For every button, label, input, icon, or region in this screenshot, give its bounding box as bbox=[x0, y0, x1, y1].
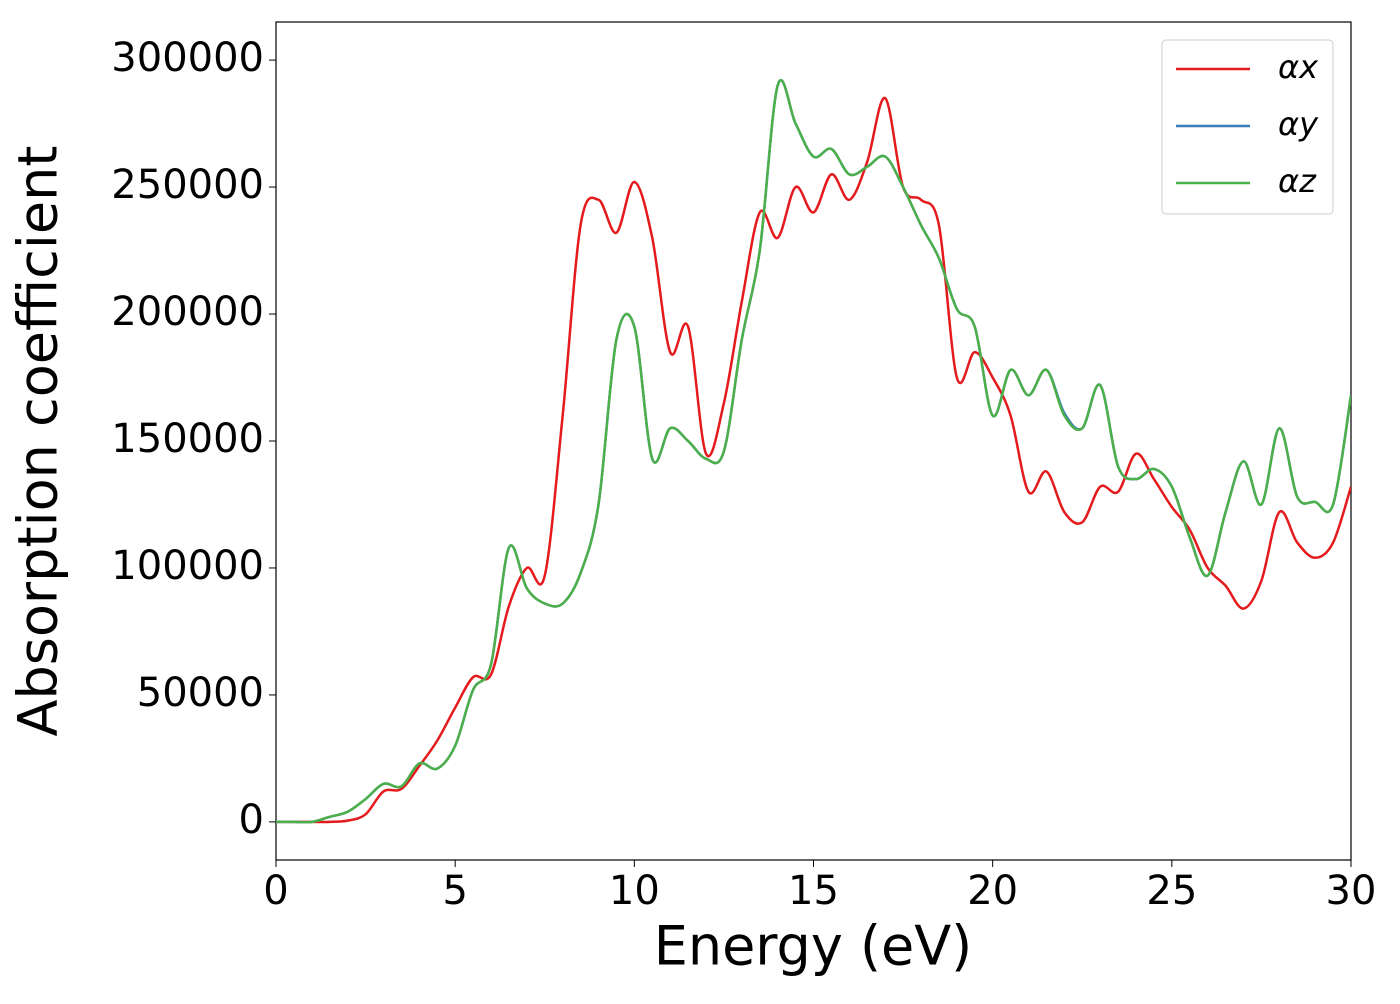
x-tick-label: 25 bbox=[1146, 868, 1197, 914]
y-tick-label: 300000 bbox=[111, 35, 264, 81]
legend-label: αy bbox=[1278, 105, 1319, 143]
y-tick-label: 250000 bbox=[111, 162, 264, 208]
y-axis-label: Absorption coefficient bbox=[7, 146, 70, 737]
y-tick-label: 100000 bbox=[111, 543, 264, 589]
x-tick-label: 5 bbox=[442, 868, 467, 914]
legend-label: αx bbox=[1278, 48, 1319, 86]
x-tick-label: 0 bbox=[263, 868, 288, 914]
y-tick-label: 150000 bbox=[111, 416, 264, 462]
x-tick-label: 30 bbox=[1326, 868, 1377, 914]
legend-label: αz bbox=[1278, 162, 1317, 200]
y-tick-label: 50000 bbox=[137, 670, 264, 716]
y-tick-label: 200000 bbox=[111, 289, 264, 335]
x-axis-label: Energy (eV) bbox=[654, 915, 973, 978]
y-tick-label: 0 bbox=[239, 797, 264, 843]
x-tick-label: 20 bbox=[967, 868, 1018, 914]
data-line bbox=[276, 96, 1351, 824]
x-tick-label: 15 bbox=[788, 868, 839, 914]
x-tick-label: 10 bbox=[609, 868, 660, 914]
data-line bbox=[276, 78, 1351, 824]
